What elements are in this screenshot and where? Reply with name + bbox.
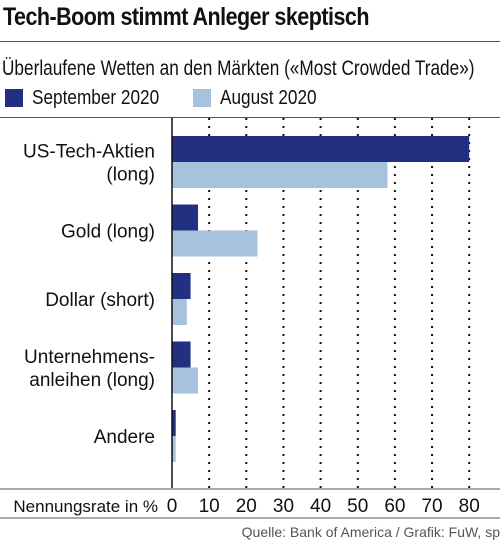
x-tick-label-60: 60 bbox=[384, 496, 405, 517]
legend-item-september: September 2020 bbox=[5, 86, 180, 110]
x-tick-label-20: 20 bbox=[236, 496, 257, 517]
bar-september-1 bbox=[172, 204, 199, 231]
category-label-0-line-1: (long) bbox=[106, 165, 155, 186]
legend-divider bbox=[0, 117, 500, 118]
source-note: Quelle: Bank of America / Grafik: FuW, s… bbox=[241, 524, 500, 540]
bar-september-2 bbox=[172, 273, 191, 299]
category-label-3-line-0: Unternehmens- bbox=[24, 347, 155, 368]
bar-august-4 bbox=[172, 436, 176, 462]
category-label-4-line-0: Andere bbox=[94, 427, 155, 448]
legend-item-august: August 2020 bbox=[193, 86, 332, 110]
legend-label-september: September 2020 bbox=[32, 86, 160, 109]
bar-august-0 bbox=[172, 162, 388, 188]
x-tick-label-70: 70 bbox=[421, 496, 442, 517]
bar-august-3 bbox=[172, 367, 199, 394]
category-label-2-line-0: Dollar (short) bbox=[45, 290, 155, 311]
x-tick-label-50: 50 bbox=[347, 496, 368, 517]
x-tick-label-0: 0 bbox=[167, 496, 178, 517]
legend-swatch-september bbox=[5, 89, 23, 107]
x-tick-label-80: 80 bbox=[459, 496, 480, 517]
bar-september-3 bbox=[172, 341, 191, 368]
chart-subtitle: Überlaufene Wetten an den Märkten («Most… bbox=[2, 57, 475, 80]
legend-swatch-august bbox=[193, 89, 211, 107]
legend-label-august: August 2020 bbox=[220, 86, 317, 109]
title-divider bbox=[0, 41, 500, 42]
x-tick-label-10: 10 bbox=[199, 496, 220, 517]
x-axis-label: Nennungsrate in % bbox=[13, 497, 158, 516]
category-label-1-line-0: Gold (long) bbox=[61, 222, 155, 243]
bar-august-1 bbox=[172, 230, 258, 257]
bar-september-0 bbox=[172, 136, 470, 162]
category-label-3-line-1: anleihen (long) bbox=[29, 370, 155, 391]
chart-title: Tech-Boom stimmt Anleger skeptisch bbox=[3, 3, 369, 31]
x-tick-label-30: 30 bbox=[273, 496, 294, 517]
bar-august-2 bbox=[172, 299, 187, 325]
category-label-0-line-0: US-Tech-Aktien bbox=[23, 142, 155, 163]
x-tick-label-40: 40 bbox=[310, 496, 331, 517]
bar-september-4 bbox=[172, 410, 176, 436]
